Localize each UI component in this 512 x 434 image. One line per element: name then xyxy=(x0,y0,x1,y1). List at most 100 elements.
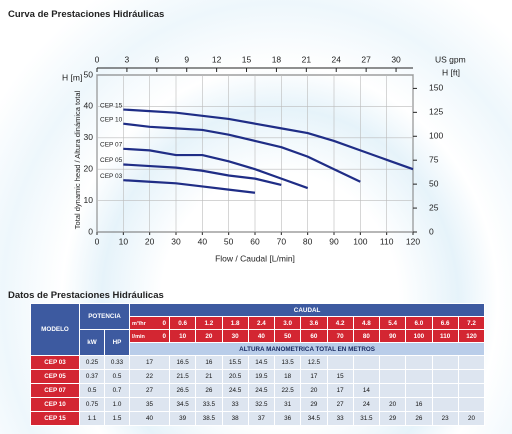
y-tick-label: 20 xyxy=(84,163,94,173)
table-cell: 24.5 xyxy=(247,383,276,398)
table-cell: 27 xyxy=(326,397,354,412)
table-cell: 38 xyxy=(221,411,249,426)
y2-tick-label: 75 xyxy=(429,154,439,164)
table-cell xyxy=(431,397,459,412)
table-cell: 6.6 xyxy=(431,316,459,330)
x2-tick-label: 9 xyxy=(184,54,189,64)
table-cell: 70 xyxy=(326,329,354,343)
table-cell: 20 xyxy=(379,397,407,412)
table-cell: 40 xyxy=(247,329,276,343)
table-cell: 22 xyxy=(129,369,171,384)
table-cell xyxy=(457,383,486,398)
table-cell: 23 xyxy=(431,411,459,426)
table-cell: 120 xyxy=(457,329,486,343)
curve xyxy=(123,147,309,190)
table-cell: POTENCIA xyxy=(78,303,131,330)
table-cell: 1.1 xyxy=(79,411,105,426)
table-cell: 13.5 xyxy=(274,355,302,370)
chart-heading: Curva de Prestaciones Hidráulicas xyxy=(8,9,165,20)
row-label: l/min xyxy=(132,333,145,340)
table-cell: 40 xyxy=(129,411,171,426)
table-cell: CAUDAL xyxy=(129,303,486,317)
table-cell: 31 xyxy=(274,397,302,412)
table-cell: 12.5 xyxy=(300,355,328,370)
table-cell: 0.6 xyxy=(169,316,197,330)
x2-tick-label: 12 xyxy=(212,54,222,64)
x2-unit: US gpm xyxy=(435,54,466,64)
table-cell: 6.0 xyxy=(405,316,433,330)
table-cell: 3.0 xyxy=(274,316,302,330)
table-cell xyxy=(352,355,381,370)
x-tick-label: 40 xyxy=(198,236,208,246)
table-cell: 110 xyxy=(431,329,459,343)
curve xyxy=(123,163,282,186)
x2-tick-label: 6 xyxy=(154,54,159,64)
y-tick-label: 50 xyxy=(84,69,94,79)
x2-tick-label: 0 xyxy=(95,54,100,64)
x-tick-label: 10 xyxy=(119,236,129,246)
table-cell: 2.4 xyxy=(247,316,276,330)
table-cell: 3.6 xyxy=(300,316,328,330)
x2-tick-label: 3 xyxy=(125,54,130,64)
x2-tick-label: 21 xyxy=(302,54,312,64)
table-cell: 90 xyxy=(379,329,407,343)
table-cell: MODELO xyxy=(30,303,80,356)
y2-tick-label: 150 xyxy=(429,83,443,93)
x-tick-label: 100 xyxy=(353,236,367,246)
y-axis-title: Total dynamic head / Altura dinámica tot… xyxy=(73,90,82,229)
table-cell: 17 xyxy=(300,369,328,384)
x2-tick-label: 30 xyxy=(391,54,401,64)
table-cell xyxy=(405,369,433,384)
y-tick-label: 40 xyxy=(84,101,94,111)
table-cell xyxy=(457,369,486,384)
table-cell: 10 xyxy=(169,329,197,343)
curve-label: CEP 10 xyxy=(100,116,123,123)
table-cell: 37 xyxy=(247,411,276,426)
table-cell: 39 xyxy=(169,411,197,426)
table-cell: 15.5 xyxy=(221,355,249,370)
table-cell: 33 xyxy=(221,397,249,412)
x-tick-label: 0 xyxy=(95,236,100,246)
table-cell: kW xyxy=(79,329,105,356)
table-row: CEP 10 0.75 1.0 35 34.5 33.5 33 32.5 31 29 27 24 20 1… xyxy=(30,397,486,412)
table-cell: 0.5 xyxy=(103,369,131,384)
table-cell: l/min 0 xyxy=(129,329,171,343)
curve xyxy=(123,108,414,171)
table-cell: 33 xyxy=(326,411,354,426)
y2-tick-label: 0 xyxy=(429,226,434,236)
table-cell: 35 xyxy=(129,397,171,412)
table-cell: HP xyxy=(103,329,131,356)
table-cell xyxy=(379,383,407,398)
table-cell: 0.37 xyxy=(79,369,105,384)
table-cell xyxy=(405,383,433,398)
table-cell: 17 xyxy=(326,383,354,398)
y2-tick-label: 125 xyxy=(429,107,443,117)
table-cell: 36 xyxy=(274,411,302,426)
y2-tick-label: 100 xyxy=(429,131,443,141)
table-cell: CEP 03 xyxy=(30,355,80,370)
flow-value: 0 xyxy=(162,319,167,327)
table-cell: 1.2 xyxy=(195,316,223,330)
x-tick-label: 50 xyxy=(224,236,234,246)
table-cell: 20 xyxy=(195,329,223,343)
table-cell xyxy=(431,369,459,384)
table-cell: 38.5 xyxy=(195,411,223,426)
x2-tick-label: 18 xyxy=(272,54,282,64)
curve-label: CEP 15 xyxy=(100,102,123,109)
curve-label: CEP 03 xyxy=(100,173,123,180)
table-cell: 34.5 xyxy=(300,411,328,426)
curve-label: CEP 05 xyxy=(100,157,123,164)
row-label: m³/hr xyxy=(132,320,146,327)
table-cell: CEP 10 xyxy=(30,397,80,412)
table-row: CEP 03 0.25 0.33 17 16.5 16 15.5 14.5 13.5 12.5 xyxy=(30,355,486,370)
table-row: kW HP l/min 0 10 20 30 40 50 60 70 80 90 100 110 120 xyxy=(31,329,486,356)
table-cell: 17 xyxy=(129,355,171,370)
y-unit: H [m] xyxy=(62,72,82,82)
table-cell: 32.5 xyxy=(247,397,276,412)
table-cell: 4.2 xyxy=(326,316,354,330)
table-cell: 1.5 xyxy=(103,411,131,426)
table-cell: 7.2 xyxy=(457,316,486,330)
table-cell: 14 xyxy=(352,383,381,398)
table-cell xyxy=(352,369,381,384)
